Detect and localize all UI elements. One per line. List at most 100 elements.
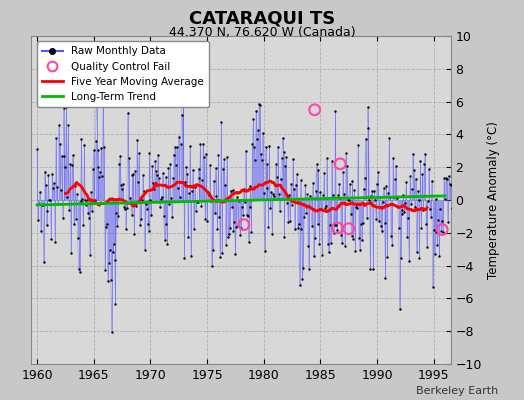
Point bbox=[236, 232, 244, 238]
Point bbox=[391, 163, 400, 170]
Point bbox=[417, 225, 425, 231]
Text: Berkeley Earth: Berkeley Earth bbox=[416, 386, 498, 396]
Point bbox=[252, 108, 260, 114]
Text: CATARAQUI TS: CATARAQUI TS bbox=[189, 10, 335, 28]
Point bbox=[151, 158, 159, 164]
Point bbox=[336, 161, 344, 167]
Point bbox=[330, 230, 338, 236]
Point bbox=[312, 161, 321, 168]
Point bbox=[38, 202, 46, 208]
Point bbox=[370, 188, 378, 194]
Point bbox=[235, 198, 243, 204]
Point bbox=[104, 278, 112, 284]
Point bbox=[72, 191, 81, 198]
Point bbox=[443, 176, 451, 182]
Point bbox=[220, 156, 228, 162]
Point bbox=[420, 161, 429, 167]
Point bbox=[389, 155, 397, 162]
Point bbox=[325, 249, 333, 256]
Point bbox=[447, 205, 456, 211]
Point bbox=[158, 170, 167, 177]
Point bbox=[71, 182, 79, 189]
Point bbox=[267, 189, 276, 195]
Point bbox=[239, 211, 247, 218]
Point bbox=[86, 252, 94, 258]
Point bbox=[359, 186, 368, 193]
Point bbox=[441, 196, 449, 202]
Point bbox=[446, 182, 455, 188]
Point bbox=[431, 195, 440, 202]
Point bbox=[115, 161, 124, 167]
Point bbox=[361, 175, 369, 181]
Point bbox=[419, 207, 428, 214]
Point bbox=[90, 146, 98, 153]
Point bbox=[211, 164, 220, 171]
Point bbox=[150, 186, 158, 192]
Point bbox=[77, 197, 85, 204]
Point bbox=[217, 119, 225, 126]
Point bbox=[93, 147, 102, 154]
Point bbox=[351, 247, 359, 254]
Point bbox=[265, 143, 274, 150]
Point bbox=[400, 209, 409, 216]
Point bbox=[278, 135, 287, 141]
Point bbox=[283, 200, 291, 206]
Point bbox=[423, 244, 431, 250]
Point bbox=[231, 250, 239, 257]
Point bbox=[34, 217, 42, 224]
Point bbox=[60, 153, 69, 160]
Point bbox=[402, 179, 410, 186]
Point bbox=[293, 225, 302, 232]
Point bbox=[444, 173, 453, 180]
Point bbox=[314, 166, 323, 173]
Point bbox=[223, 154, 231, 160]
Point bbox=[376, 194, 384, 200]
Point bbox=[274, 144, 282, 150]
Point bbox=[37, 228, 45, 234]
Point bbox=[403, 234, 411, 240]
Point bbox=[185, 190, 193, 196]
Point bbox=[162, 221, 171, 227]
Point bbox=[331, 108, 340, 114]
Point bbox=[255, 101, 263, 107]
Point bbox=[264, 224, 272, 230]
Point bbox=[153, 172, 161, 178]
Point bbox=[335, 181, 343, 187]
Point bbox=[165, 200, 173, 207]
Point bbox=[416, 158, 424, 164]
Point bbox=[398, 211, 407, 217]
Point bbox=[289, 156, 297, 162]
Point bbox=[230, 219, 238, 225]
Point bbox=[239, 186, 248, 192]
Point bbox=[416, 255, 424, 261]
Point bbox=[290, 185, 298, 192]
Point bbox=[244, 239, 253, 246]
Point bbox=[345, 181, 354, 188]
Point bbox=[256, 102, 264, 108]
Point bbox=[66, 161, 74, 168]
Point bbox=[143, 206, 151, 212]
Point bbox=[67, 250, 75, 256]
Point bbox=[332, 222, 341, 228]
Point bbox=[187, 252, 195, 259]
Point bbox=[128, 172, 137, 178]
Point bbox=[277, 176, 285, 182]
Point bbox=[311, 188, 320, 194]
Point bbox=[382, 182, 390, 189]
Point bbox=[392, 195, 401, 202]
Point bbox=[287, 181, 295, 187]
Point bbox=[328, 158, 336, 164]
Point bbox=[260, 248, 269, 254]
Point bbox=[137, 216, 145, 222]
Point bbox=[139, 172, 147, 178]
Point bbox=[171, 144, 179, 150]
Point bbox=[395, 224, 403, 231]
Point bbox=[413, 188, 422, 194]
Point bbox=[78, 196, 86, 202]
Point bbox=[414, 197, 423, 204]
Point bbox=[176, 193, 184, 200]
Point bbox=[45, 197, 53, 204]
Point bbox=[271, 182, 279, 188]
Point bbox=[173, 185, 182, 191]
Point bbox=[161, 174, 170, 181]
